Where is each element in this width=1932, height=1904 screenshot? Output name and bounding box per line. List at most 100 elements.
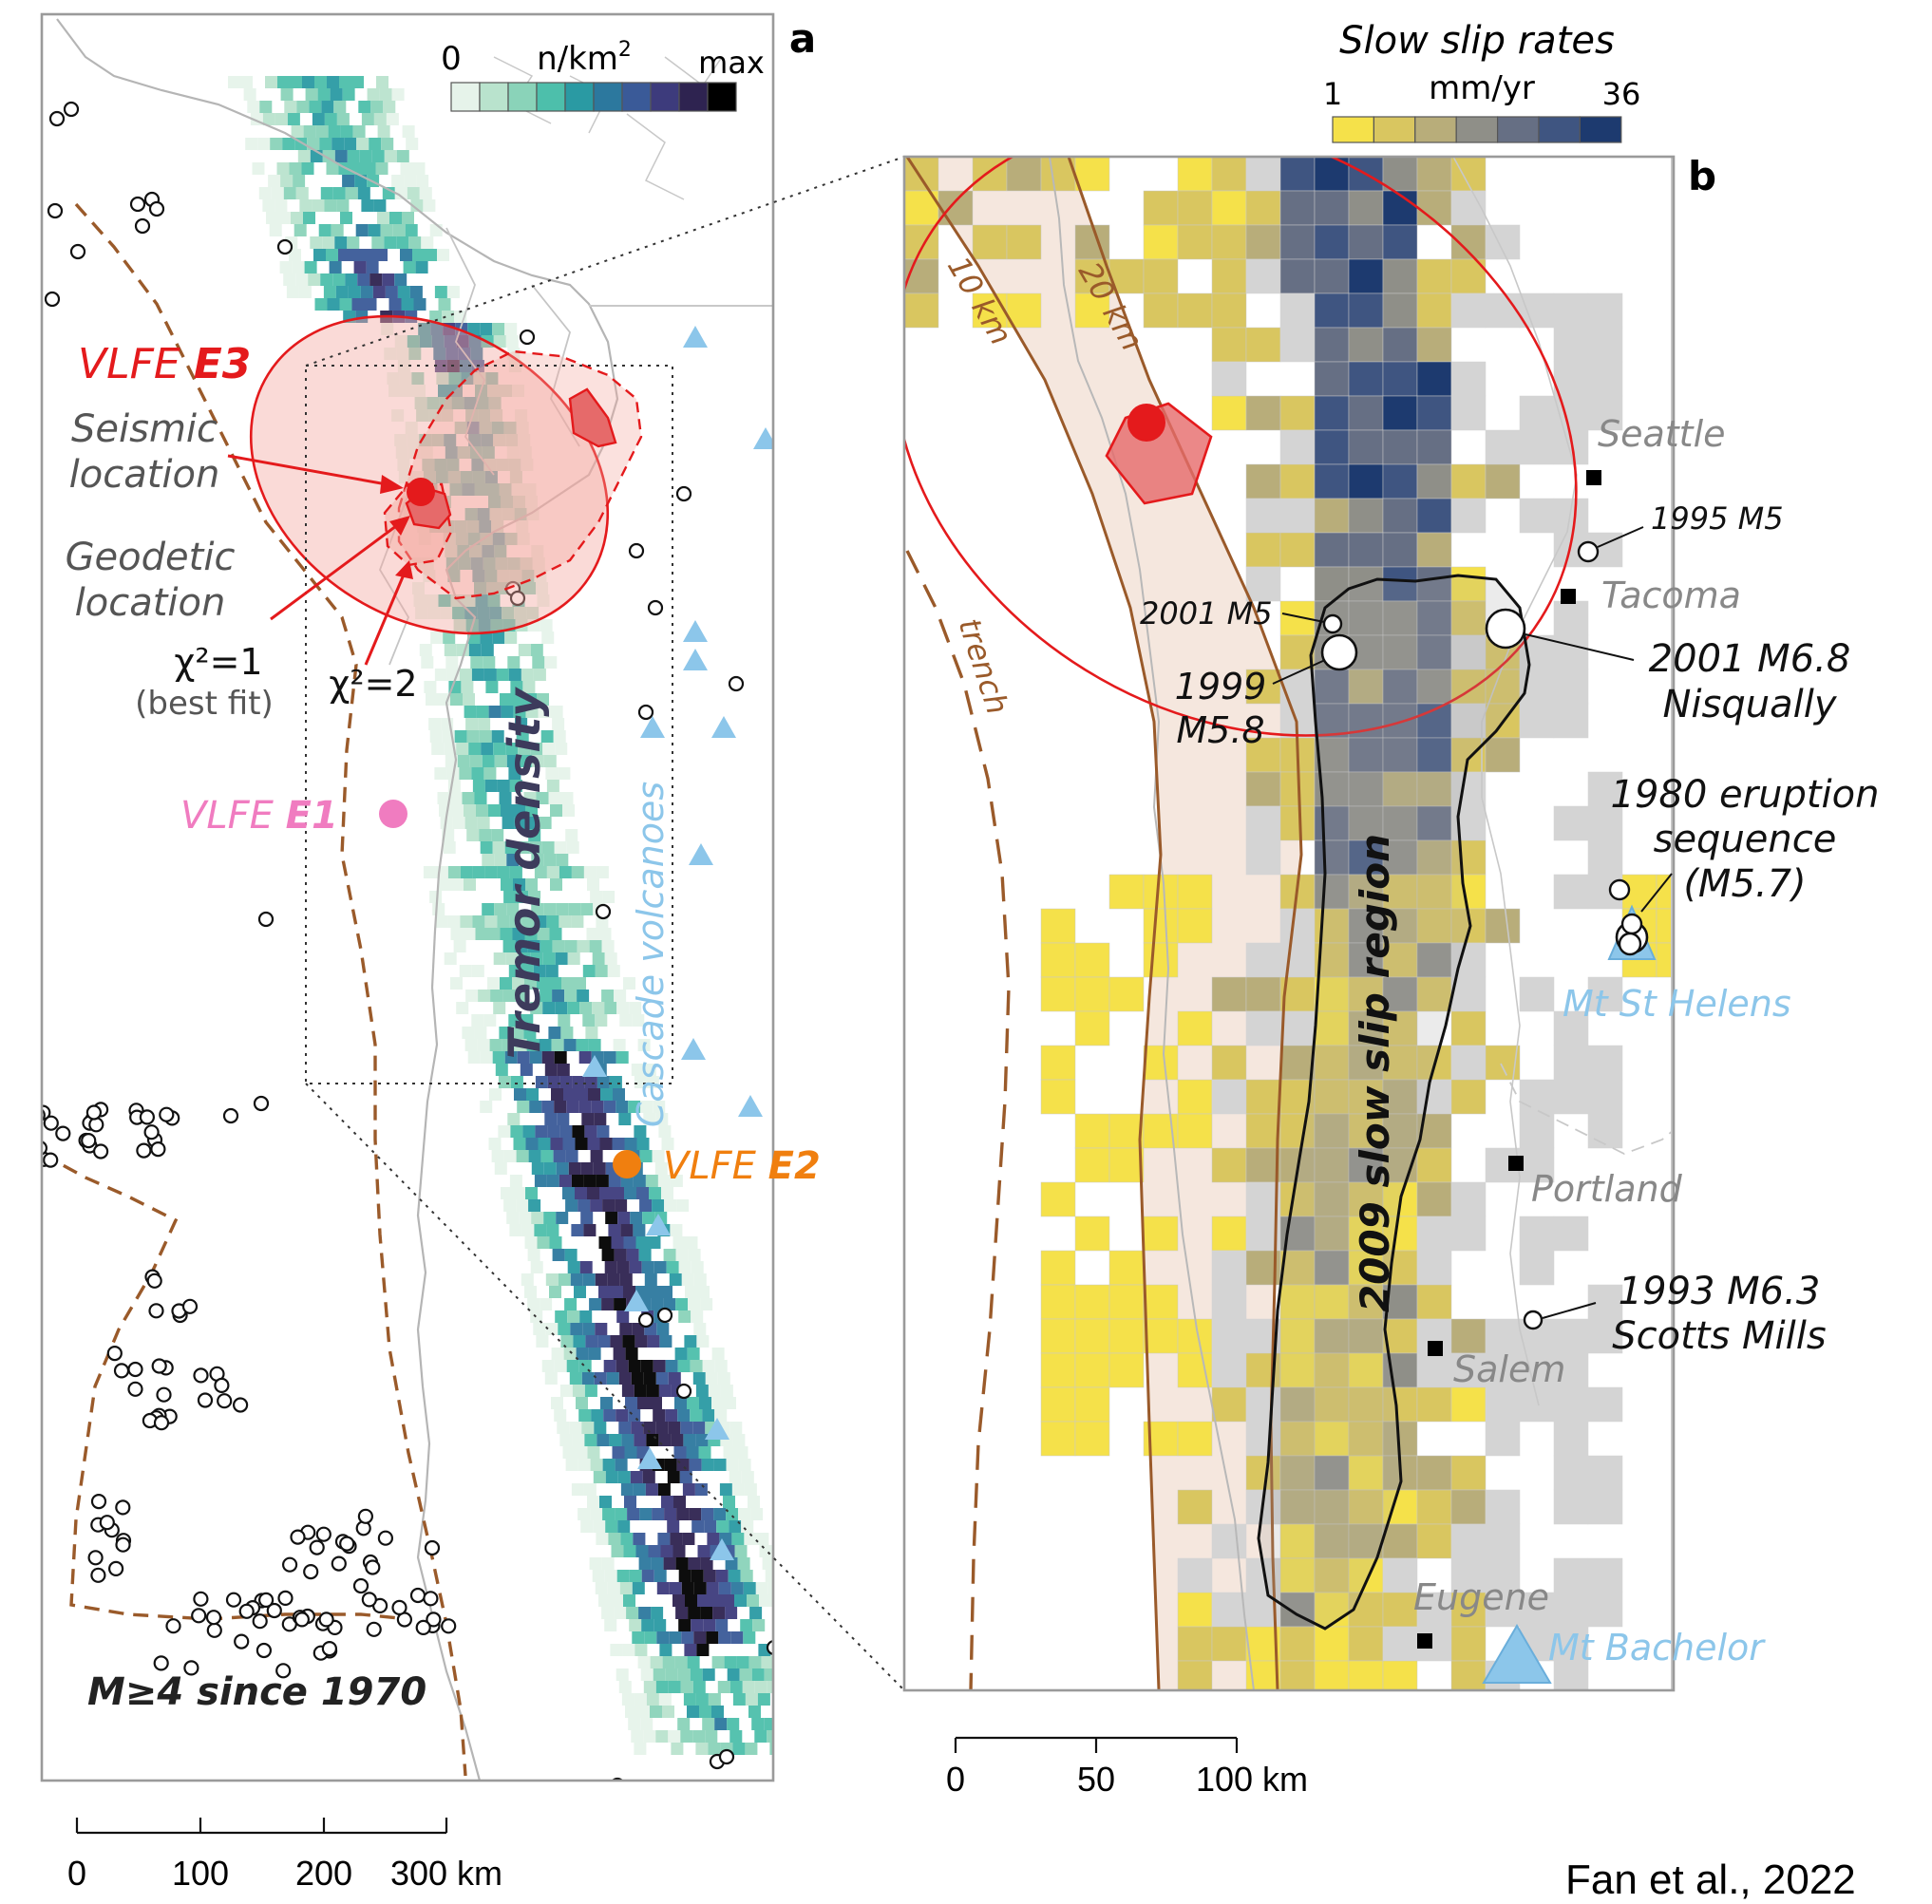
tremor-legend-swatch xyxy=(593,82,623,112)
slip-cell xyxy=(1245,532,1281,568)
tremor-cell xyxy=(655,1730,669,1743)
slip-cell xyxy=(1108,1113,1145,1149)
tremor-cell xyxy=(541,1360,555,1372)
tremor-cell xyxy=(675,1298,689,1310)
tremor-cell xyxy=(357,187,370,199)
tremor-cell xyxy=(444,335,457,348)
tremor-cell xyxy=(688,1557,701,1570)
tremor-cell xyxy=(739,1668,752,1681)
tremor-cell xyxy=(504,841,518,854)
slip-cell xyxy=(1382,190,1418,226)
slip-cell xyxy=(1382,1626,1418,1662)
tremor-legend-swatch xyxy=(564,82,595,112)
tremor-cell xyxy=(515,718,528,730)
slip-cell xyxy=(1382,292,1418,329)
tremor-cell xyxy=(634,1434,647,1446)
earthquake-marker xyxy=(225,1592,242,1608)
tremor-cell xyxy=(530,644,543,656)
slip-cell xyxy=(1279,1455,1316,1491)
tremor-cell xyxy=(558,1014,571,1027)
tremor-cell xyxy=(702,1668,715,1681)
slip-cell xyxy=(1245,1010,1281,1046)
tremor-cell xyxy=(372,286,386,298)
slip-cell xyxy=(1177,1557,1213,1593)
slip-cell xyxy=(1519,1079,1555,1115)
tremor-cell xyxy=(610,1644,623,1656)
tremor-density-cells xyxy=(228,76,788,1755)
tremor-cell xyxy=(546,866,559,878)
slip-cell xyxy=(1245,1455,1281,1491)
tremor-cell xyxy=(487,385,500,397)
slip-cell xyxy=(1416,600,1452,636)
tremor-cell xyxy=(507,656,521,669)
tremor-cell xyxy=(527,1298,540,1310)
tremor-cell xyxy=(503,1199,517,1212)
tremor-cell xyxy=(459,767,472,780)
slip-cell xyxy=(1519,1592,1555,1628)
tremor-cell xyxy=(517,533,530,545)
earthquake-marker xyxy=(63,101,80,118)
slip-cell xyxy=(1382,1045,1418,1081)
volcano-marker xyxy=(683,620,708,642)
tremor-cell xyxy=(652,1199,665,1212)
tremor-cell xyxy=(509,1175,522,1187)
mt-bachelor-marker xyxy=(1482,1624,1552,1684)
slip-cell xyxy=(1245,805,1281,841)
tremor-cell xyxy=(588,1039,601,1051)
slip-cell xyxy=(1519,1250,1555,1286)
tremor-cell xyxy=(516,1199,529,1212)
tremor-cell xyxy=(603,1101,616,1113)
slip-legend-swatch xyxy=(1538,116,1582,143)
panel-b-letter: b xyxy=(1688,153,1716,199)
tremor-cell xyxy=(444,644,457,656)
tremor-cell xyxy=(631,1730,644,1743)
tremor-cell xyxy=(435,471,448,483)
tremor-cell xyxy=(554,1409,567,1422)
tremor-cell xyxy=(566,1360,579,1372)
tremor-cell xyxy=(324,199,337,212)
tremor-cell xyxy=(407,335,420,348)
tremor-cell xyxy=(776,1718,788,1730)
tremor-cell xyxy=(572,1434,585,1446)
tremor-cell xyxy=(674,1656,688,1668)
tremor-cell xyxy=(643,1730,656,1743)
tremor-cell xyxy=(546,915,559,928)
tremor-cell xyxy=(681,1631,694,1644)
tremor-cell xyxy=(547,1076,560,1088)
tremor-cell xyxy=(515,990,528,1002)
tremor-cell xyxy=(612,1187,624,1199)
slip-cell xyxy=(1416,1250,1452,1286)
tremor-cell xyxy=(555,952,568,965)
tremor-cell xyxy=(507,1113,521,1125)
tremor-cell xyxy=(660,1286,672,1298)
tremor-cell xyxy=(578,1409,592,1422)
tremor-cell xyxy=(502,990,516,1002)
tremor-cell xyxy=(275,199,288,212)
tremor-cell xyxy=(419,644,432,656)
tremor-cell xyxy=(691,1520,705,1533)
tremor-cell xyxy=(492,323,505,335)
tremor-cell xyxy=(298,286,312,298)
tremor-cell xyxy=(665,1360,678,1372)
tremor-cell xyxy=(468,434,482,446)
tremor-cell xyxy=(571,915,584,928)
tremor-cell xyxy=(399,372,412,385)
tremor-legend-swatch xyxy=(678,82,709,112)
slip-cell xyxy=(1450,292,1487,329)
tremor-cell xyxy=(643,1422,656,1434)
slip-cell xyxy=(1177,1489,1213,1525)
tremor-cell xyxy=(474,483,487,496)
tremor-cell xyxy=(729,1422,743,1434)
tremor-cell xyxy=(424,681,437,693)
tremor-cell xyxy=(678,1261,691,1273)
slip-cell xyxy=(1382,703,1418,739)
label-2001-m68-line1: 2001 M6.8 xyxy=(1649,637,1851,681)
slip-cell xyxy=(1587,292,1623,329)
tremor-cell xyxy=(637,1656,651,1668)
slip-cell xyxy=(1485,1386,1521,1423)
slip-cell xyxy=(1279,258,1316,294)
tremor-cell xyxy=(489,1088,502,1101)
tremor-cell xyxy=(548,1027,561,1039)
tremor-cell xyxy=(486,582,499,594)
tremor-cell xyxy=(448,372,462,385)
